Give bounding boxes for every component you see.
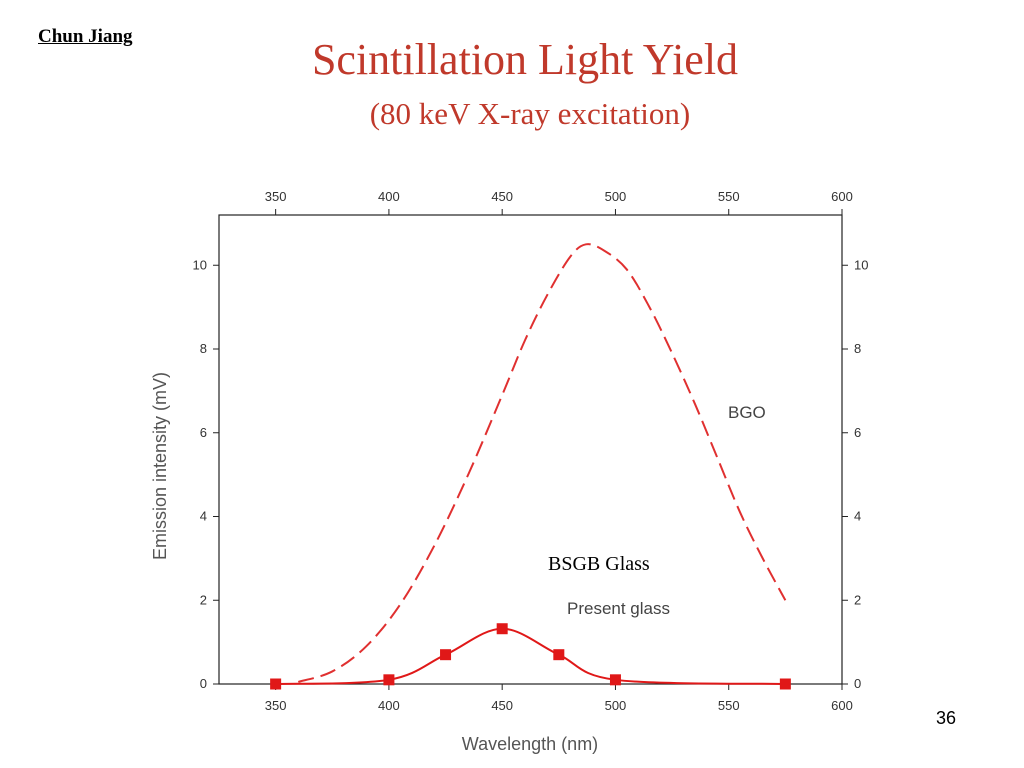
annotation-bgo: BGO (728, 403, 766, 422)
x-tick-label-bottom: 450 (491, 698, 513, 713)
y-tick-label-left: 2 (200, 592, 207, 607)
y-tick-label-left: 6 (200, 425, 207, 440)
y-tick-label-right: 8 (854, 341, 861, 356)
x-tick-label-top: 550 (718, 189, 740, 204)
x-tick-label-bottom: 400 (378, 698, 400, 713)
series-point (440, 649, 452, 661)
plot-frame (218, 214, 843, 685)
y-tick-label-left: 0 (200, 676, 207, 691)
series-point (609, 674, 621, 686)
series-point (779, 678, 791, 690)
slide-title: Scintillation Light Yield (311, 35, 739, 84)
x-tick-label-top: 600 (831, 189, 853, 204)
annotation-bsgb-glass: BSGB Glass (548, 553, 650, 575)
series-point (553, 649, 565, 661)
y-tick-label-left: 8 (200, 341, 207, 356)
x-tick-label-bottom: 550 (718, 698, 740, 713)
y-axis-label: Emission intensity (mV) (150, 372, 170, 560)
series-point (383, 674, 395, 686)
x-tick-label-top: 450 (491, 189, 513, 204)
y-tick-label-right: 2 (854, 592, 861, 607)
series-layer (270, 243, 791, 690)
y-tick-label-right: 6 (854, 425, 861, 440)
slide-subtitle: (80 keV X-ray excitation) (369, 96, 691, 131)
x-tick-label-top: 400 (378, 189, 400, 204)
y-tick-label-right: 4 (854, 509, 861, 524)
series-line-1 (275, 627, 786, 685)
author-name: Chun Jiang (38, 26, 133, 47)
x-tick-label-bottom: 350 (265, 698, 287, 713)
page-number: 36 (936, 708, 957, 728)
series-line-0 (297, 243, 787, 683)
x-axis-label: Wavelength (nm) (462, 734, 598, 754)
series-point (270, 678, 282, 690)
x-tick-label-bottom: 600 (831, 698, 853, 713)
x-tick-label-top: 350 (265, 189, 287, 204)
y-tick-label-right: 0 (854, 676, 861, 691)
x-tick-label-bottom: 500 (605, 698, 627, 713)
annotation-present-glass: Present glass (567, 599, 670, 618)
x-tick-label-top: 500 (605, 189, 627, 204)
y-tick-label-right: 10 (854, 257, 868, 272)
y-tick-label-left: 10 (193, 257, 207, 272)
series-point (496, 623, 508, 635)
y-tick-label-left: 4 (200, 509, 207, 524)
